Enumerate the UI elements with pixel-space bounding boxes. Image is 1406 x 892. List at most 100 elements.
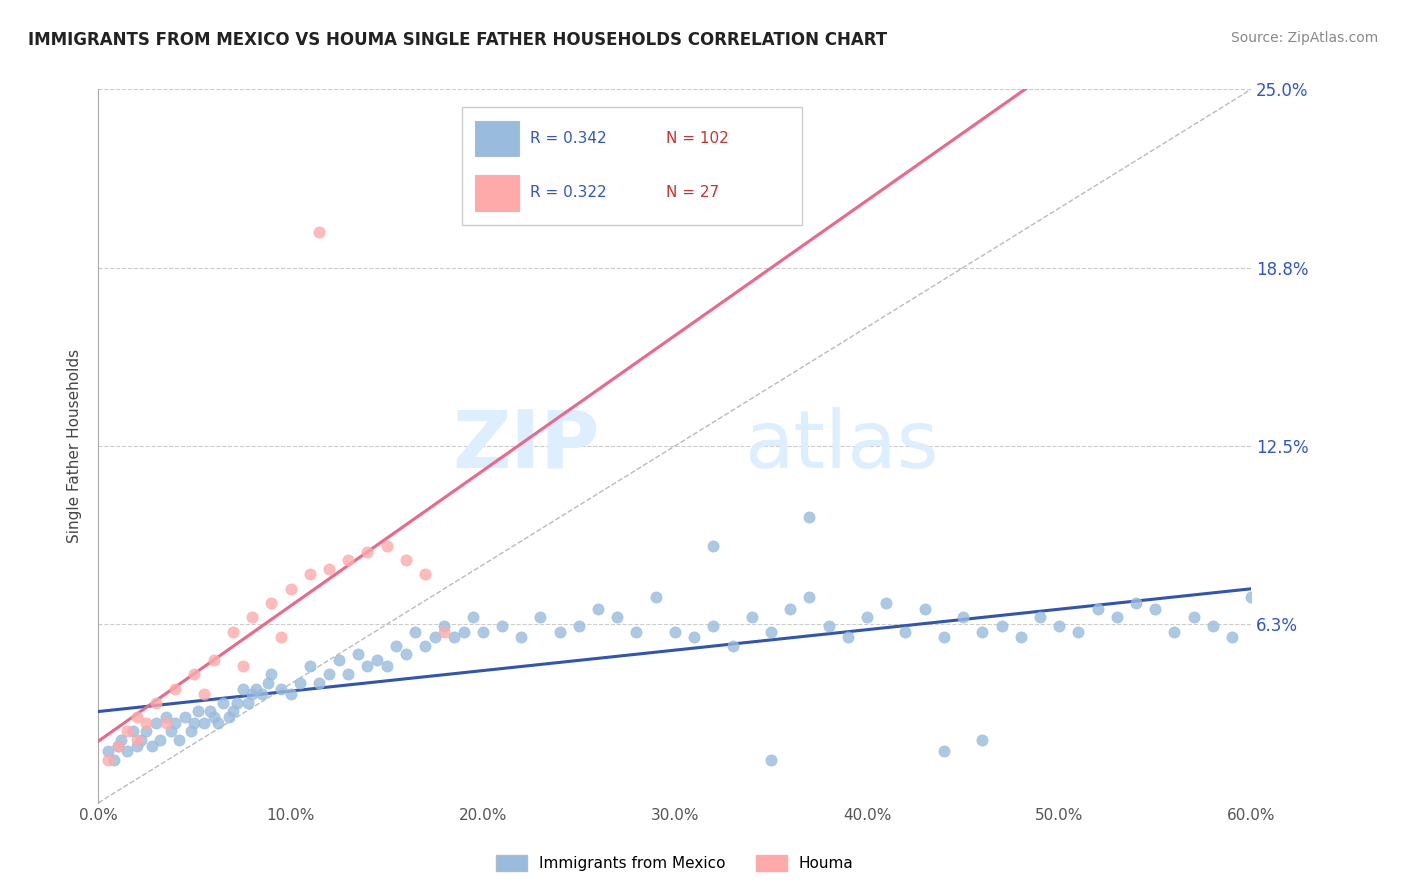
Point xyxy=(117,744,139,758)
Point xyxy=(817,619,839,633)
Point xyxy=(1067,624,1090,639)
Point xyxy=(155,715,177,730)
Point xyxy=(932,630,955,644)
Point xyxy=(702,619,724,633)
Point xyxy=(212,696,235,710)
Text: atlas: atlas xyxy=(744,407,938,485)
Point xyxy=(856,610,879,624)
Point xyxy=(759,624,782,639)
Point xyxy=(125,710,148,724)
Point xyxy=(1182,610,1205,624)
Point xyxy=(198,705,221,719)
Point xyxy=(280,687,302,701)
Point xyxy=(240,610,263,624)
Point xyxy=(395,553,418,567)
Point xyxy=(799,510,821,524)
Point xyxy=(626,624,648,639)
Point xyxy=(97,753,120,767)
Point xyxy=(240,687,263,701)
Point xyxy=(606,610,628,624)
Point xyxy=(395,648,418,662)
Text: ZIP: ZIP xyxy=(453,407,600,485)
Point xyxy=(149,733,172,747)
Point xyxy=(471,624,494,639)
Point xyxy=(160,724,183,739)
Point xyxy=(129,733,152,747)
Point xyxy=(932,744,955,758)
Point xyxy=(799,591,821,605)
Point xyxy=(586,601,609,615)
Bar xyxy=(475,121,519,156)
Point xyxy=(280,582,302,596)
Point xyxy=(318,667,340,681)
Point xyxy=(122,724,145,739)
Point xyxy=(644,591,666,605)
Point xyxy=(145,715,167,730)
Point xyxy=(443,630,465,644)
Point xyxy=(759,753,782,767)
Point xyxy=(135,715,157,730)
Point xyxy=(356,658,378,673)
Point xyxy=(290,676,312,690)
Point xyxy=(141,739,163,753)
Point xyxy=(972,733,994,747)
Point xyxy=(337,553,360,567)
Text: Source: ZipAtlas.com: Source: ZipAtlas.com xyxy=(1230,31,1378,45)
Point xyxy=(1087,601,1109,615)
Point xyxy=(385,639,408,653)
Point xyxy=(187,705,209,719)
Point xyxy=(207,715,229,730)
Text: N = 27: N = 27 xyxy=(665,186,718,201)
Point xyxy=(375,658,398,673)
Point xyxy=(1202,619,1225,633)
Point xyxy=(1029,610,1052,624)
Point xyxy=(270,630,292,644)
Point xyxy=(202,653,225,667)
Point xyxy=(423,630,446,644)
Point xyxy=(270,681,292,696)
Point xyxy=(222,705,245,719)
Point xyxy=(125,733,148,747)
Point xyxy=(702,539,724,553)
Point xyxy=(135,724,157,739)
Point xyxy=(183,715,205,730)
Point xyxy=(183,667,205,681)
Point xyxy=(308,676,330,690)
Point xyxy=(529,610,551,624)
Point xyxy=(193,687,215,701)
Point xyxy=(346,648,368,662)
Point xyxy=(461,610,484,624)
Point xyxy=(453,624,475,639)
Point xyxy=(491,619,513,633)
Point xyxy=(107,739,129,753)
Point xyxy=(231,681,254,696)
Point xyxy=(202,710,225,724)
Point xyxy=(741,610,763,624)
Point xyxy=(837,630,859,644)
Point xyxy=(245,681,267,696)
Point xyxy=(318,562,340,576)
Y-axis label: Single Father Households: Single Father Households xyxy=(67,349,83,543)
Text: N = 102: N = 102 xyxy=(665,131,728,146)
Text: R = 0.342: R = 0.342 xyxy=(530,131,606,146)
Point xyxy=(413,639,436,653)
Point xyxy=(366,653,388,667)
Bar xyxy=(475,176,519,211)
Point xyxy=(155,710,177,724)
Point xyxy=(238,696,260,710)
Text: IMMIGRANTS FROM MEXICO VS HOUMA SINGLE FATHER HOUSEHOLDS CORRELATION CHART: IMMIGRANTS FROM MEXICO VS HOUMA SINGLE F… xyxy=(28,31,887,49)
Point xyxy=(218,710,240,724)
Point xyxy=(510,630,533,644)
Point xyxy=(298,567,321,582)
Point xyxy=(231,658,254,673)
Point xyxy=(125,739,148,753)
Point xyxy=(683,630,706,644)
Point xyxy=(894,624,917,639)
Point xyxy=(1144,601,1167,615)
Point xyxy=(1163,624,1185,639)
Point xyxy=(548,624,571,639)
Point xyxy=(174,710,197,724)
Point xyxy=(260,667,283,681)
Point xyxy=(1220,630,1243,644)
Point xyxy=(193,715,215,730)
